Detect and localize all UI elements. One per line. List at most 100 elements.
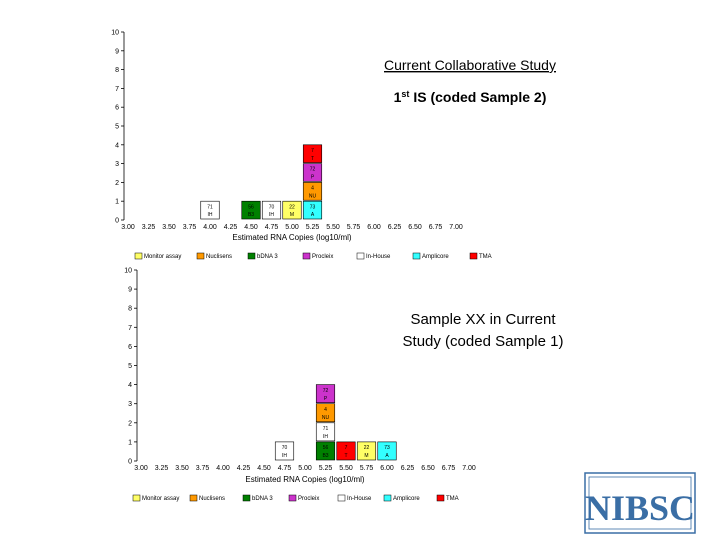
legend-swatch — [302, 252, 311, 260]
y-tick-label: 1 — [128, 439, 132, 446]
legend-swatch — [189, 494, 198, 502]
legend-label: TMA — [446, 496, 459, 502]
x-tick-label: 6.50 — [408, 224, 422, 231]
y-tick-label: 0 — [115, 218, 119, 225]
y-tick-label: 4 — [128, 382, 132, 389]
legend-label: Procleix — [298, 496, 319, 502]
x-tick-label: 6.25 — [401, 465, 415, 472]
histogram-box — [315, 422, 336, 442]
legend-label: Nuclisens — [199, 496, 225, 502]
x-tick-label: 4.25 — [237, 465, 251, 472]
x-tick-label: 6.00 — [380, 465, 394, 472]
legend-swatch — [288, 494, 297, 502]
histogram-box — [315, 384, 336, 404]
chart-title: Current Collaborative Study — [384, 57, 556, 73]
x-tick-label: 3.50 — [175, 465, 189, 472]
x-tick-label: 5.50 — [326, 224, 340, 231]
histogram-box — [302, 144, 323, 163]
box-label-code: 73 — [384, 445, 390, 451]
legend-label: Monitor assay — [142, 496, 179, 502]
x-tick-label: 5.25 — [319, 465, 333, 472]
x-tick-label: 6.00 — [367, 224, 381, 231]
x-tick-label: 4.00 — [203, 224, 217, 231]
legend-label: In-House — [366, 254, 391, 260]
box-label-method: IH — [282, 453, 287, 459]
histogram-box — [315, 441, 336, 461]
chart-title: Sample XX in Current — [410, 311, 556, 328]
legend-swatch — [412, 252, 421, 260]
x-tick-label: 4.50 — [257, 465, 271, 472]
legend-swatch — [337, 494, 346, 502]
legend-label: bDNA 3 — [252, 496, 273, 502]
x-tick-label: 5.25 — [306, 224, 320, 231]
y-tick-label: 7 — [128, 325, 132, 332]
y-tick-label: 3 — [115, 161, 119, 168]
box-label-method: T — [311, 156, 314, 162]
y-tick-label: 0 — [128, 459, 132, 466]
legend-label: Nuclisens — [206, 254, 232, 260]
box-label-code: 7 — [345, 445, 348, 451]
y-tick-label: 7 — [115, 86, 119, 93]
box-label-code: 4 — [311, 186, 314, 192]
histogram-box — [336, 441, 356, 461]
y-tick-label: 2 — [128, 420, 132, 427]
legend-swatch — [132, 494, 141, 502]
legend-label: In-House — [347, 496, 372, 502]
x-tick-label: 3.75 — [183, 224, 197, 231]
logo-frame — [584, 472, 696, 534]
x-tick-label: 4.25 — [224, 224, 238, 231]
x-tick-label: 5.50 — [339, 465, 353, 472]
y-tick-label: 5 — [128, 363, 132, 370]
nibsc-logo: NIBSC — [584, 472, 696, 534]
histogram-box — [302, 182, 323, 201]
x-tick-label: 3.75 — [196, 465, 210, 472]
x-tick-label: 5.75 — [360, 465, 374, 472]
box-label-code: 22 — [289, 204, 295, 210]
x-tick-label: 3.00 — [134, 465, 148, 472]
y-tick-label: 8 — [128, 306, 132, 313]
y-tick-label: 8 — [115, 67, 119, 74]
legend-label: Procleix — [312, 254, 333, 260]
box-label-code: 56 — [248, 204, 254, 210]
box-label-method: IH — [269, 212, 274, 218]
x-tick-label: 4.75 — [278, 465, 292, 472]
legend-swatch — [436, 494, 445, 502]
box-label-method: A — [311, 212, 315, 218]
x-tick-label: 3.00 — [121, 224, 135, 231]
histogram-box — [302, 163, 323, 182]
box-label-method: P — [324, 396, 328, 402]
chart-title-line2: Study (coded Sample 1) — [403, 333, 564, 350]
histogram-box — [377, 441, 397, 461]
histogram-box — [356, 441, 377, 461]
logo-text: NIBSC — [585, 488, 695, 528]
histogram-box — [261, 200, 282, 220]
x-tick-label: 7.00 — [462, 465, 476, 472]
legend-label: Monitor assay — [144, 254, 181, 260]
y-tick-label: 9 — [115, 48, 119, 55]
legend-swatch — [196, 252, 205, 260]
legend-label: Amplicore — [393, 496, 420, 502]
legend-swatch — [469, 252, 478, 260]
x-tick-label: 4.75 — [265, 224, 279, 231]
x-tick-label: 3.25 — [155, 465, 169, 472]
x-tick-label: 7.00 — [449, 224, 463, 231]
legend-swatch — [242, 494, 251, 502]
y-tick-label: 10 — [124, 268, 132, 275]
histogram-box — [274, 441, 295, 461]
x-tick-label: 6.75 — [442, 465, 456, 472]
legend-swatch — [356, 252, 365, 260]
y-tick-label: 4 — [115, 142, 119, 149]
box-label-method: M — [290, 212, 294, 218]
x-tick-label: 3.25 — [142, 224, 156, 231]
chart-subtitle: 1st IS (coded Sample 2) — [394, 89, 547, 105]
legend-swatch — [383, 494, 392, 502]
x-tick-label: 6.25 — [388, 224, 402, 231]
x-tick-label: 4.00 — [216, 465, 230, 472]
histogram-box — [302, 200, 323, 220]
x-tick-label: 5.00 — [298, 465, 312, 472]
y-tick-label: 10 — [111, 30, 119, 37]
y-tick-label: 9 — [128, 287, 132, 294]
